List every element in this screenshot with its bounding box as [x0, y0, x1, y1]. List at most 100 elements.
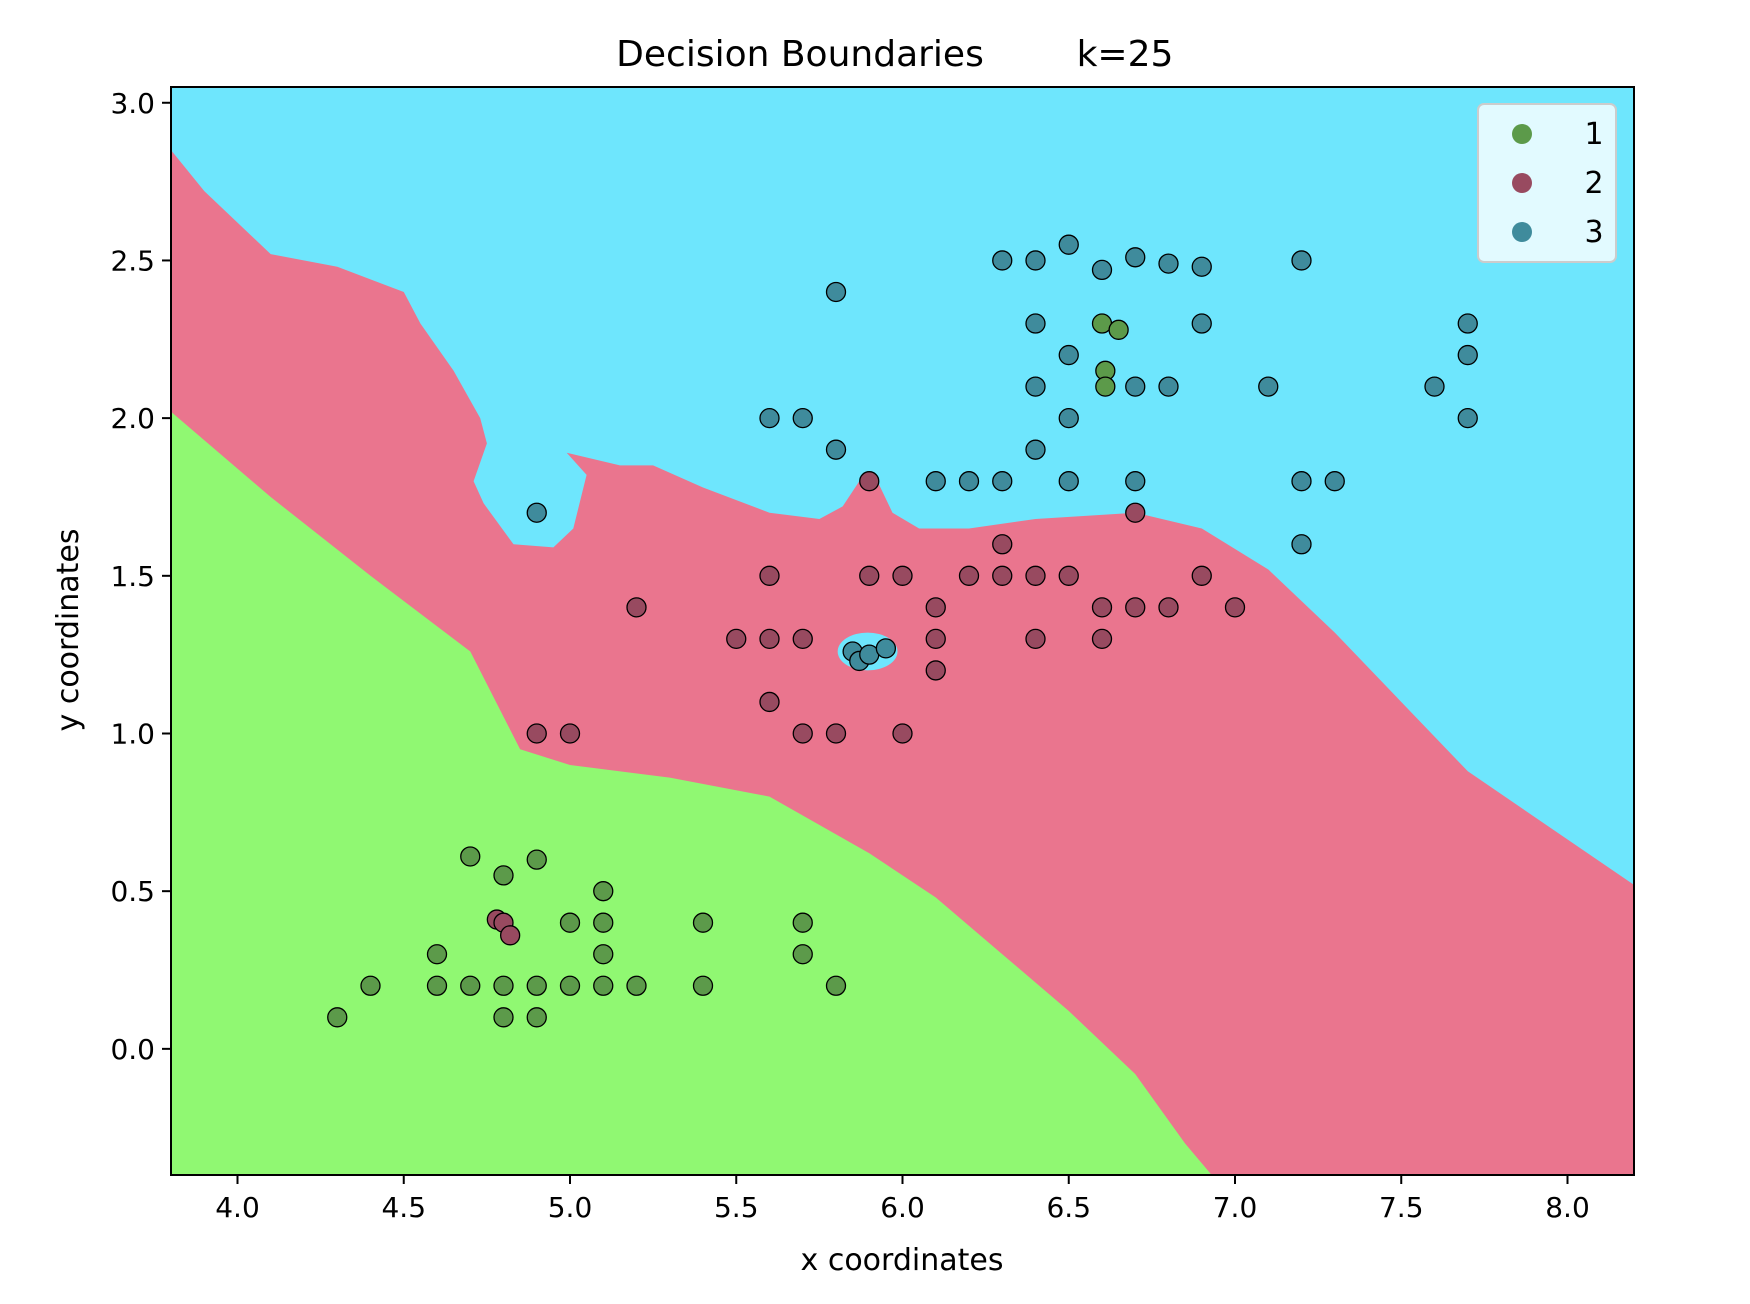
point-class-2: [726, 628, 747, 650]
point-class-3: [1457, 344, 1478, 366]
point-class-1: [360, 975, 381, 996]
point-class-3: [526, 502, 547, 523]
y-tick-label: 1.5: [110, 560, 155, 593]
point-class-3: [825, 439, 847, 460]
point-class-3: [925, 471, 946, 492]
point-class-3: [1158, 376, 1179, 397]
point-class-3: [1058, 407, 1079, 429]
point-class-1: [493, 865, 514, 886]
point-class-3: [992, 471, 1013, 492]
legend-marker-1: [1512, 124, 1532, 144]
chart-title: Decision Boundaries: [616, 34, 984, 75]
point-class-1: [493, 975, 514, 996]
point-class-1: [327, 1007, 348, 1028]
point-class-3: [1291, 471, 1312, 492]
x-tick-label: 7.5: [1379, 1191, 1424, 1224]
point-class-2: [1158, 597, 1179, 618]
point-class-3: [1125, 247, 1146, 268]
point-class-3: [825, 281, 847, 303]
point-class-3: [1258, 376, 1279, 397]
point-class-1: [692, 912, 714, 933]
point-class-1: [825, 975, 847, 996]
point-class-2: [792, 723, 813, 744]
point-class-2: [1091, 597, 1113, 618]
legend: 1 2 3: [1477, 103, 1617, 263]
y-axis: 0.0 0.5 1.0 1.5 2.0 2.5 3.0: [110, 87, 171, 1066]
y-tick-label: 1.0: [110, 717, 155, 750]
point-class-2: [559, 723, 581, 744]
y-tick-label: 0.5: [110, 875, 155, 908]
data-points: [327, 234, 1478, 1028]
point-class-3: [1457, 407, 1478, 429]
legend-label-2: 2: [1584, 166, 1603, 201]
point-class-2: [1025, 565, 1046, 586]
point-class-1: [593, 912, 614, 933]
point-class-1: [460, 975, 481, 996]
point-class-1: [426, 944, 448, 965]
point-class-2: [759, 628, 780, 650]
point-class-2: [1125, 502, 1146, 523]
point-class-2: [859, 471, 880, 492]
point-class-3: [1058, 471, 1079, 492]
point-class-3: [1058, 234, 1079, 255]
chart-subtitle: k=25: [1077, 34, 1174, 75]
y-axis-label: y coordinates: [51, 529, 86, 732]
point-class-1: [1095, 376, 1116, 397]
legend-label-3: 3: [1584, 215, 1603, 250]
point-class-2: [925, 628, 946, 650]
x-axis: 4.0 4.5 5.0 5.5 6.0 6.5 7.0 7.5 8.0: [215, 1175, 1590, 1224]
point-class-3: [1025, 313, 1046, 334]
region-class-3: [171, 87, 1634, 885]
point-class-2: [759, 691, 780, 713]
point-class-1: [559, 975, 581, 996]
point-class-2: [892, 723, 913, 744]
point-class-2: [499, 925, 521, 946]
point-class-3: [759, 407, 780, 429]
point-class-3: [792, 407, 813, 429]
point-class-3: [1457, 313, 1478, 334]
legend-marker-3: [1512, 222, 1532, 242]
point-class-2: [526, 723, 547, 744]
y-tick-label: 0.0: [110, 1033, 155, 1066]
point-class-3: [1424, 376, 1445, 397]
point-class-1: [460, 846, 481, 867]
point-class-1: [593, 881, 614, 902]
y-tick-label: 3.0: [110, 87, 155, 120]
point-class-2: [992, 534, 1013, 555]
x-tick-label: 4.0: [215, 1191, 260, 1224]
point-class-2: [992, 565, 1013, 586]
x-tick-label: 4.5: [381, 1191, 426, 1224]
point-class-3: [1125, 376, 1146, 397]
point-class-1: [526, 849, 547, 870]
point-class-3: [992, 250, 1013, 271]
point-class-3: [1291, 250, 1312, 271]
point-class-1: [526, 975, 547, 996]
legend-label-1: 1: [1584, 117, 1603, 152]
point-class-2: [1058, 565, 1079, 586]
point-class-2: [825, 723, 847, 744]
point-class-2: [925, 660, 946, 681]
point-class-1: [593, 944, 614, 965]
point-class-3: [875, 638, 897, 659]
point-class-2: [1191, 565, 1212, 586]
point-class-1: [692, 975, 714, 996]
plot-area: [171, 87, 1634, 1175]
point-class-2: [1125, 597, 1146, 618]
point-class-1: [426, 975, 448, 996]
point-class-3: [1125, 471, 1146, 492]
x-tick-label: 6.5: [1046, 1191, 1091, 1224]
point-class-1: [792, 944, 813, 965]
x-tick-label: 5.0: [548, 1191, 593, 1224]
point-class-3: [1091, 259, 1113, 281]
point-class-2: [792, 628, 813, 650]
x-tick-label: 7.0: [1213, 1191, 1258, 1224]
point-class-2: [859, 565, 880, 586]
point-class-2: [1091, 628, 1113, 650]
x-tick-label: 6.0: [880, 1191, 925, 1224]
point-class-3: [958, 471, 980, 492]
point-class-1: [626, 975, 647, 996]
y-tick-label: 2.5: [110, 244, 155, 277]
point-class-3: [1025, 376, 1046, 397]
point-class-3: [1025, 250, 1046, 271]
